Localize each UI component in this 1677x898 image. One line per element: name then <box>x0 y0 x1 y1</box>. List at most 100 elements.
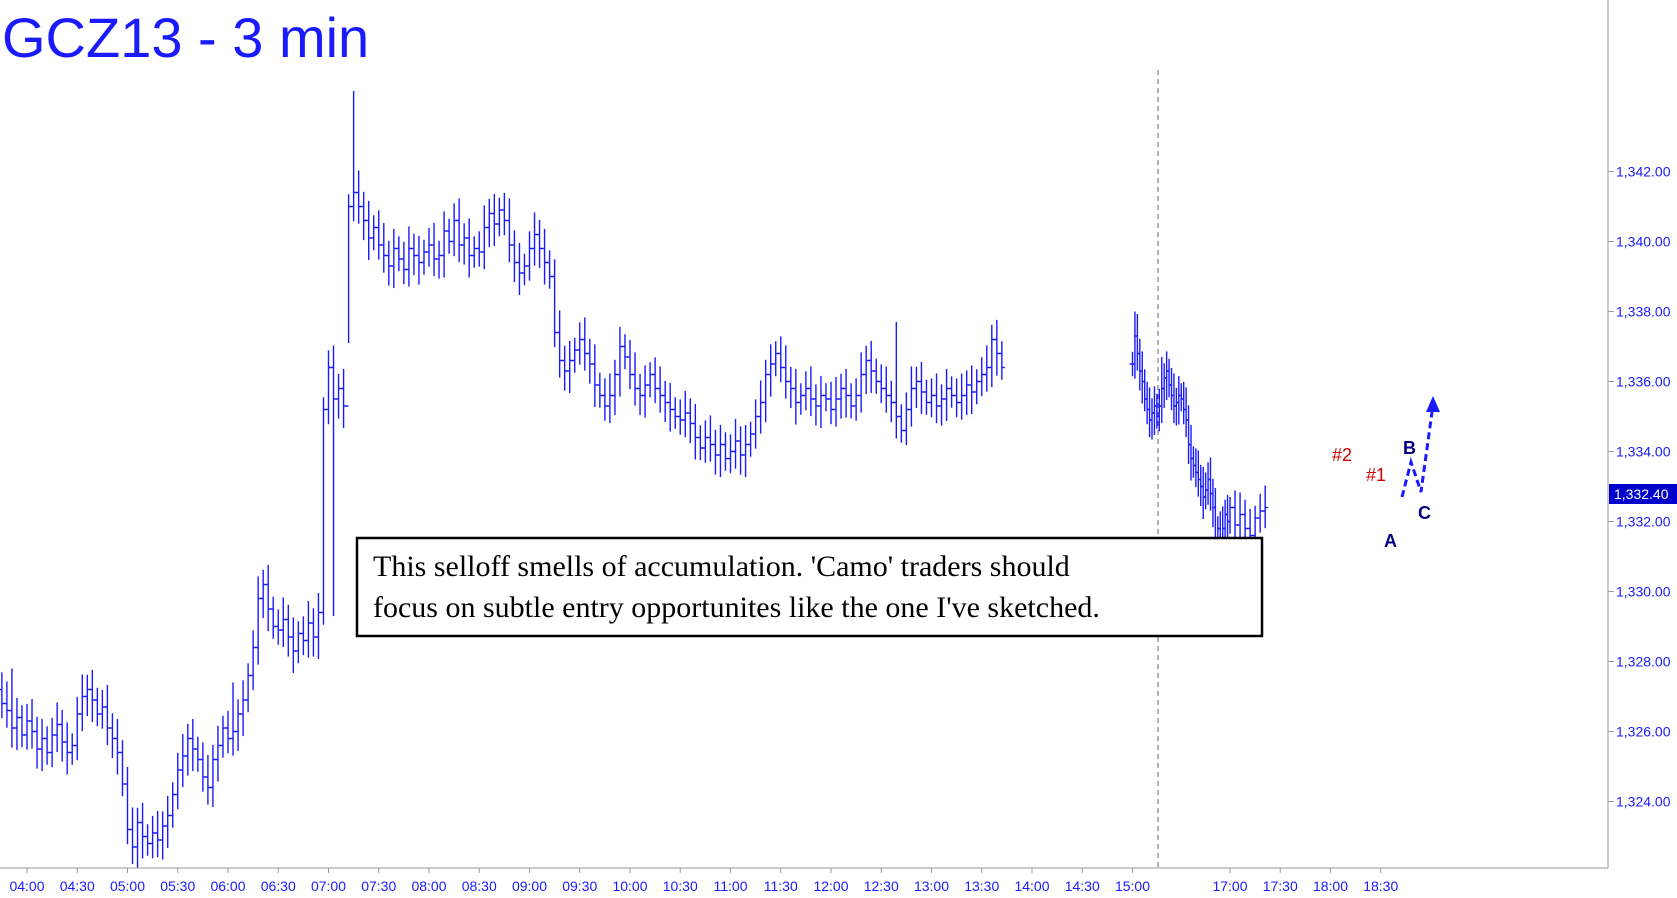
price-bar <box>792 368 799 425</box>
price-bar <box>1232 490 1239 540</box>
price-bar <box>717 424 724 478</box>
price-bar <box>184 723 191 776</box>
price-bar <box>526 231 533 281</box>
price-bar <box>214 725 221 782</box>
price-bar <box>858 352 865 413</box>
y-axis: 1,324.00 1,326.00 1,328.00 1,330.00 1,332.00… <box>1608 164 1671 810</box>
price-bar <box>853 378 860 421</box>
price-bar <box>119 740 126 797</box>
price-bar <box>491 193 498 247</box>
price-bar <box>44 726 51 765</box>
x-tick-label: 11:00 <box>714 878 748 894</box>
price-bar <box>772 341 779 377</box>
price-bar <box>697 425 704 461</box>
chart-title: GCZ13 - 3 min <box>2 6 369 69</box>
x-tick-label: 09:00 <box>512 878 547 894</box>
price-bar <box>973 369 980 405</box>
price-bar <box>586 338 593 384</box>
price-bars <box>0 91 1269 868</box>
price-bar <box>164 795 171 849</box>
x-tick-label: 06:00 <box>210 878 245 894</box>
price-bar <box>621 334 628 370</box>
price-bar <box>270 596 277 639</box>
price-bar <box>948 376 955 408</box>
price-bar <box>431 222 438 277</box>
price-bar <box>838 373 845 419</box>
price-bar <box>290 617 297 674</box>
price-bar <box>757 380 764 434</box>
price-bar <box>154 810 161 858</box>
last-price-badge: 1,332.40 <box>1609 484 1677 504</box>
price-bar <box>380 222 387 273</box>
price-bar <box>953 378 960 418</box>
x-tick-label: 08:30 <box>462 878 497 894</box>
price-bar <box>114 718 121 775</box>
price-bar <box>722 432 729 471</box>
price-bar <box>893 322 900 439</box>
price-bar <box>285 604 292 657</box>
price-bar <box>29 698 36 749</box>
price-bar <box>873 358 880 394</box>
price-bar <box>667 382 674 432</box>
price-bar <box>627 339 633 390</box>
price-bar <box>918 361 925 415</box>
label-b: B <box>1403 438 1416 458</box>
y-tick-label: 1,330.00 <box>1616 584 1671 600</box>
price-bar <box>74 696 81 761</box>
last-price-badge-bg <box>1609 484 1677 504</box>
price-bar <box>69 733 76 765</box>
price-bar <box>878 364 885 404</box>
price-bar <box>863 345 870 395</box>
price-bar <box>647 362 654 398</box>
price-bar <box>13 697 20 751</box>
price-bar <box>400 241 407 285</box>
price-bar <box>34 716 41 769</box>
price-bar <box>204 754 211 805</box>
price-bar <box>551 259 558 348</box>
price-bar <box>913 366 920 409</box>
price-bar <box>822 383 829 412</box>
price-bar <box>782 345 789 399</box>
price-bar <box>707 415 714 462</box>
price-bar <box>682 390 689 438</box>
price-bar <box>24 703 30 750</box>
price-bar <box>581 317 588 371</box>
price-bar <box>968 365 975 415</box>
price-bar <box>89 669 96 723</box>
price-bar <box>255 576 262 665</box>
price-bar <box>983 345 990 392</box>
price-bar <box>8 668 15 748</box>
price-bar <box>461 223 468 265</box>
price-bar <box>596 372 603 408</box>
price-bar <box>39 718 46 772</box>
price-bar <box>325 350 332 425</box>
price-bar <box>64 722 71 775</box>
price-bar <box>637 373 644 416</box>
projection-arrow-head <box>1426 396 1440 412</box>
price-bar <box>1237 492 1244 543</box>
annotation-box-frame <box>355 536 1264 638</box>
price-bar <box>219 715 226 758</box>
y-tick-label: 1,324.00 <box>1616 794 1671 810</box>
price-bar <box>395 236 402 272</box>
price-bar <box>410 233 417 276</box>
price-bar <box>99 689 106 729</box>
price-bar <box>179 733 186 788</box>
x-tick-label: 18:30 <box>1363 878 1398 894</box>
price-bar <box>315 592 322 660</box>
y-tick-label: 1,338.00 <box>1616 304 1671 320</box>
last-price-label: 1,332.40 <box>1614 486 1669 502</box>
price-bar <box>426 227 432 267</box>
price-bar <box>898 404 905 443</box>
price-bar <box>340 368 347 429</box>
price-bar <box>606 373 613 424</box>
price-bar <box>18 705 25 748</box>
price-bar <box>642 365 649 418</box>
annotation-box: This selloff smells of accumulation. 'Ca… <box>355 536 1264 638</box>
price-bar <box>169 782 176 828</box>
price-bar <box>466 218 473 278</box>
price-bar <box>616 326 623 397</box>
price-bar <box>883 366 890 413</box>
price-bar <box>446 218 453 254</box>
price-bar <box>833 376 840 427</box>
